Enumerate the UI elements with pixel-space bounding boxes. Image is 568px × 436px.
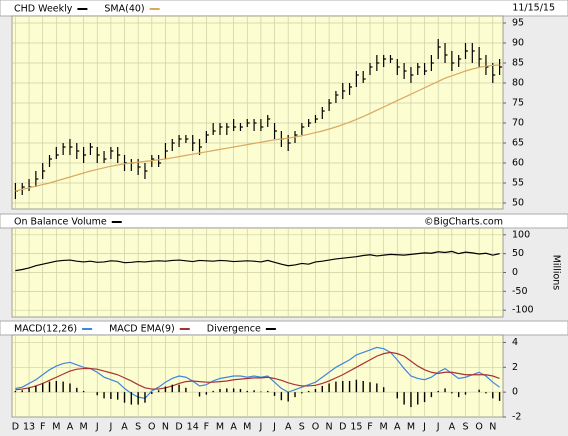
x-tick-label: J [95, 422, 99, 433]
x-tick-label: D [175, 422, 182, 433]
x-tick-label: A [230, 422, 237, 433]
x-tick-label: M [216, 422, 224, 433]
x-tick-label: M [407, 422, 415, 433]
legend-label: Divergence [207, 324, 261, 335]
x-tick-label: J [422, 422, 426, 433]
x-tick-label: 15 [350, 422, 362, 433]
source-label: ©BigCharts.com [424, 217, 503, 228]
legend-label: MACD(12,26) [14, 324, 77, 335]
x-tick-label: N [326, 422, 333, 433]
y-tick-label: -50 [512, 286, 528, 297]
y-tick-label: 2 [512, 362, 518, 373]
legend-label: On Balance Volume [14, 217, 107, 228]
y-tick-label: 50 [512, 248, 524, 259]
x-tick-label: S [299, 422, 305, 433]
series-line [15, 346, 500, 400]
series-line [15, 351, 500, 391]
y-tick-label: 85 [512, 58, 524, 69]
x-tick-label: 13 [23, 422, 35, 433]
legend-label: CHD Weekly [14, 4, 73, 15]
y-tick-label: 90 [512, 38, 524, 49]
x-tick-label: D [12, 422, 19, 433]
x-tick-label: S [135, 422, 141, 433]
y-tick-label: -100 [512, 305, 534, 316]
y-tick-label: 75 [512, 98, 524, 109]
y-tick-label: 0 [512, 387, 518, 398]
y-tick-label: 80 [512, 78, 524, 89]
plot-area [11, 334, 504, 418]
x-tick-label: 14 [187, 422, 199, 433]
series-line [15, 64, 500, 192]
x-tick-label: A [67, 422, 74, 433]
y-tick-label: 70 [512, 118, 524, 129]
x-tick-label: D [339, 422, 346, 433]
x-tick-label: M [380, 422, 388, 433]
x-tick-label: J [436, 422, 440, 433]
x-tick-label: M [80, 422, 88, 433]
x-tick-label: M [52, 422, 60, 433]
legend-label: MACD EMA(9) [109, 324, 175, 335]
x-tick-label: A [121, 422, 128, 433]
x-tick-label: J [272, 422, 276, 433]
x-tick-label: J [108, 422, 112, 433]
date-label: 11/15/15 [512, 3, 555, 14]
y-axis-label: Millions [551, 255, 562, 291]
x-tick-label: S [462, 422, 468, 433]
x-tick-label: O [312, 422, 319, 433]
x-tick-label: N [489, 422, 496, 433]
y-tick-label: 55 [512, 178, 524, 189]
y-tick-label: 50 [512, 198, 524, 209]
plot-area [11, 15, 504, 210]
y-tick-label: 100 [512, 229, 530, 240]
x-tick-label: M [243, 422, 251, 433]
y-tick-label: 95 [512, 18, 524, 29]
y-tick-label: -2 [512, 412, 521, 423]
x-tick-label: O [475, 422, 482, 433]
y-tick-label: 60 [512, 158, 524, 169]
x-tick-label: F [204, 422, 209, 433]
x-tick-label: A [394, 422, 401, 433]
legend-label: SMA(40) [104, 4, 144, 15]
y-tick-label: 0 [512, 267, 518, 278]
y-tick-label: 4 [512, 337, 518, 348]
x-tick-label: J [259, 422, 263, 433]
series-line [15, 250, 500, 272]
x-tick-label: N [162, 422, 169, 433]
x-tick-label: O [148, 422, 155, 433]
x-tick-label: A [449, 422, 456, 433]
x-tick-label: F [367, 422, 372, 433]
x-tick-label: F [40, 422, 45, 433]
x-tick-label: A [285, 422, 292, 433]
y-tick-label: 65 [512, 138, 524, 149]
